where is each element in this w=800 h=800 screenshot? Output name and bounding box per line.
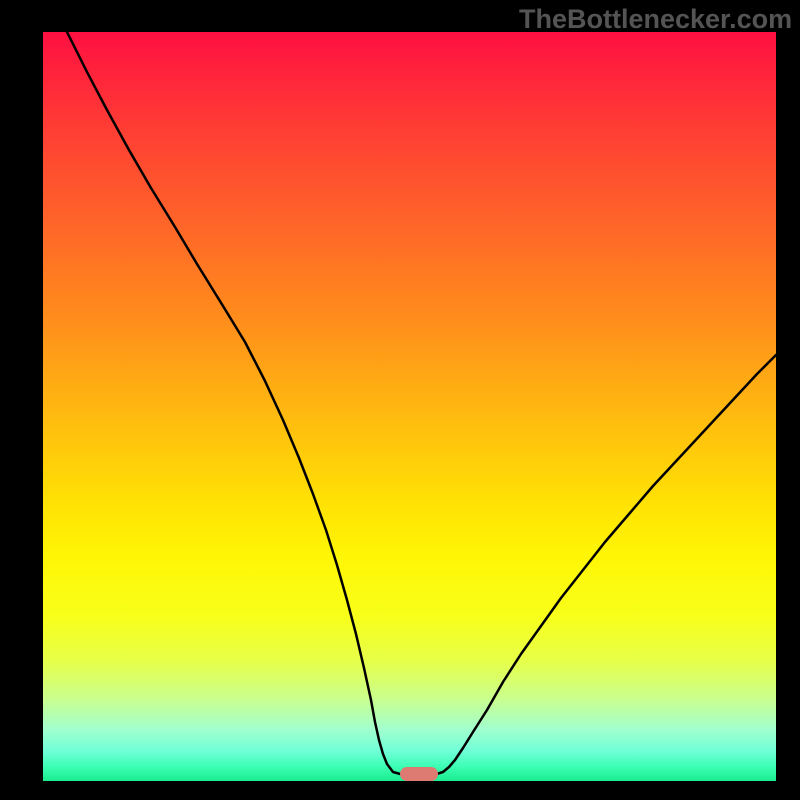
frame-border-left	[0, 0, 43, 800]
frame-border-right	[776, 0, 800, 800]
plot-area	[43, 32, 776, 781]
optimum-marker-pill	[400, 767, 438, 781]
stage: TheBottlenecker.com	[0, 0, 800, 800]
frame-border-bottom	[0, 781, 800, 800]
gradient-background	[43, 32, 776, 781]
watermark-text: TheBottlenecker.com	[519, 4, 792, 35]
